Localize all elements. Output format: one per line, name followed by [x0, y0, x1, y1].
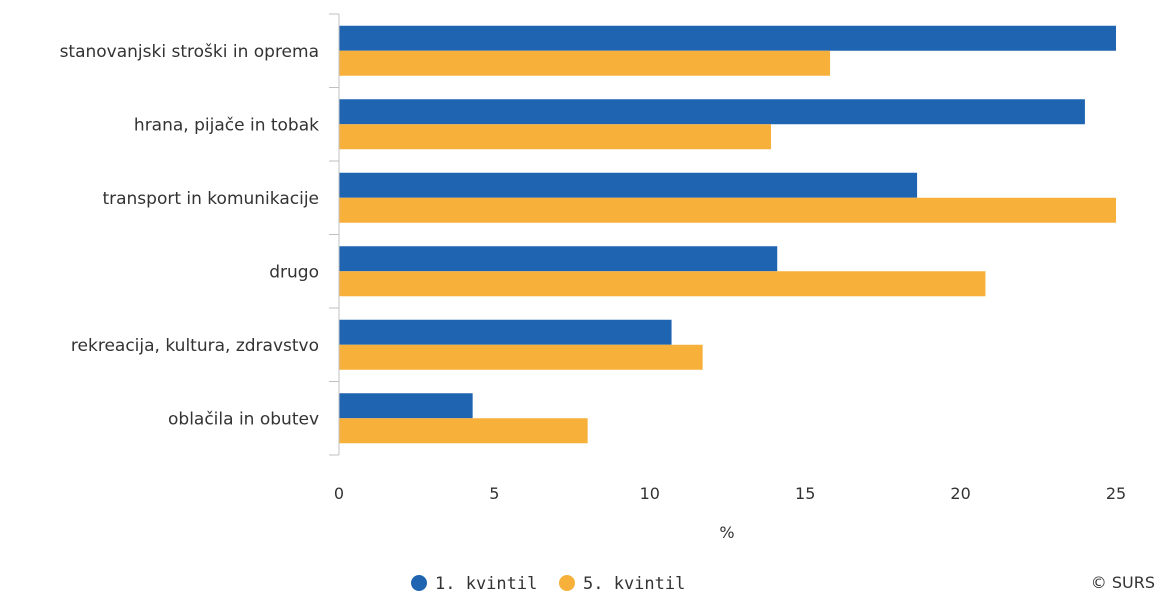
bar-series2-3: [339, 271, 986, 297]
axes: [329, 13, 340, 456]
legend-marker: [559, 575, 575, 591]
x-tick-label: 20: [950, 484, 970, 503]
legend-marker: [411, 575, 427, 591]
bar-series2-4: [339, 344, 703, 370]
bar-series1-3: [339, 246, 778, 272]
bar-series2-1: [339, 124, 772, 150]
category-label: rekreacija, kultura, zdravstvo: [71, 336, 319, 356]
category-label: stanovanjski stroški in oprema: [60, 42, 319, 62]
x-tick-label: 10: [640, 484, 660, 503]
category-labels: stanovanjski stroški in oprema hrana, pij…: [60, 42, 320, 430]
source-credit: © SURS: [1091, 573, 1155, 592]
bars-layer: [339, 25, 1116, 444]
x-tick-label: 5: [489, 484, 499, 503]
category-label: transport in komunikacije: [102, 189, 319, 209]
x-tick-labels: 0 5 10 15 20 25: [334, 484, 1126, 503]
legend-label: 5. kvintil: [583, 574, 685, 594]
category-label: drugo: [269, 262, 319, 282]
category-label: hrana, pijače in tobak: [134, 115, 319, 135]
bar-series2-0: [339, 50, 831, 76]
bar-series1-2: [339, 172, 918, 198]
legend-label: 1. kvintil: [435, 574, 537, 594]
bar-series2-5: [339, 418, 588, 444]
bar-series1-4: [339, 319, 672, 345]
x-tick-label: 0: [334, 484, 344, 503]
x-axis-title: %: [719, 523, 734, 542]
bar-series1-0: [339, 25, 1116, 51]
bar-series1-1: [339, 99, 1085, 125]
x-tick-label: 25: [1106, 484, 1126, 503]
bar-series1-5: [339, 393, 473, 419]
bar-series2-2: [339, 197, 1116, 223]
legend: 1. kvintil 5. kvintil: [411, 574, 685, 594]
x-tick-label: 15: [795, 484, 815, 503]
category-label: oblačila in obutev: [168, 409, 319, 429]
